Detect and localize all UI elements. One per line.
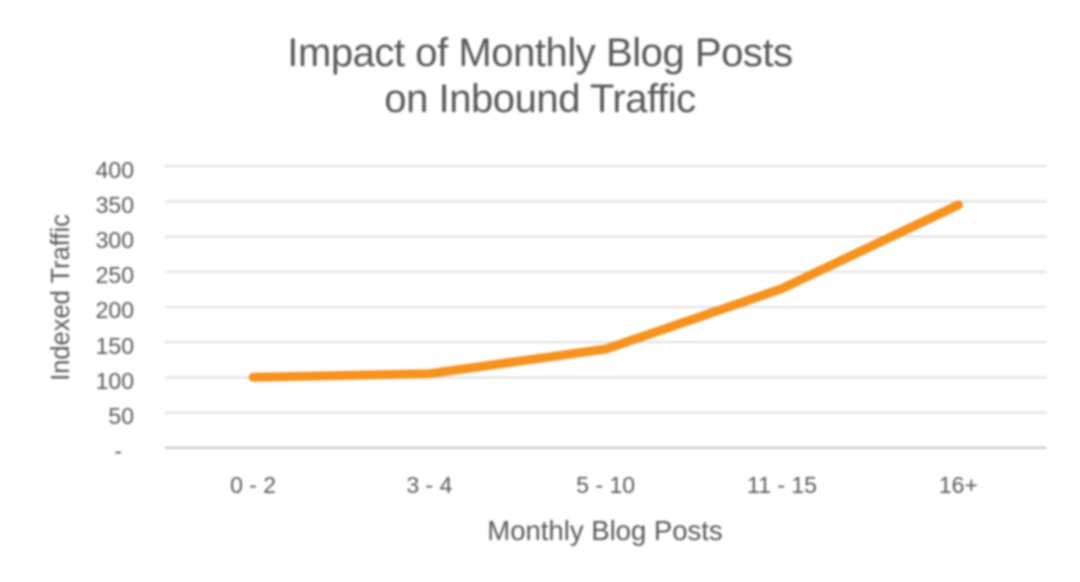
svg-text:100: 100 [96,368,134,394]
svg-text:0 - 2: 0 - 2 [230,472,276,498]
svg-text:200: 200 [96,297,134,323]
svg-text:11 - 15: 11 - 15 [747,472,817,498]
svg-text:16+: 16+ [939,472,978,498]
svg-text:Impact of Monthly Blog Posts: Impact of Monthly Blog Posts [287,31,792,75]
svg-text:3 - 4: 3 - 4 [406,472,452,498]
svg-text:Monthly Blog Posts: Monthly Blog Posts [487,515,722,546]
svg-text:on Inbound Traffic: on Inbound Traffic [384,77,695,121]
svg-text:5 - 10: 5 - 10 [576,472,635,498]
svg-text:150: 150 [96,333,134,359]
svg-text:350: 350 [96,192,134,218]
svg-text:400: 400 [96,157,134,183]
svg-text:50: 50 [108,403,134,429]
svg-text:Indexed Traffic: Indexed Traffic [47,214,75,381]
svg-text:250: 250 [96,262,134,288]
svg-text:300: 300 [96,227,134,253]
svg-text:-: - [114,438,122,464]
